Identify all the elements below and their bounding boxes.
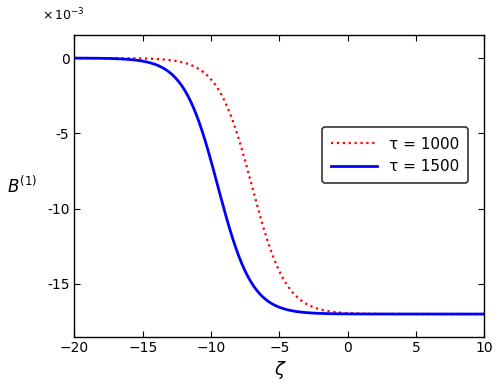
- τ = 1000: [481, 312, 487, 317]
- τ = 1000: [72, 56, 78, 60]
- τ = 1500: [394, 312, 400, 317]
- Text: $\times\,10^{-3}$: $\times\,10^{-3}$: [42, 7, 84, 24]
- τ = 1500: [92, 56, 98, 61]
- τ = 1500: [481, 312, 487, 317]
- τ = 1000: [470, 312, 476, 317]
- X-axis label: ζ: ζ: [274, 361, 284, 379]
- τ = 1000: [260, 223, 266, 228]
- τ = 1500: [469, 312, 475, 317]
- τ = 1500: [72, 56, 78, 60]
- τ = 1000: [469, 312, 475, 317]
- τ = 1000: [270, 256, 276, 260]
- Legend: τ = 1000, τ = 1500: τ = 1000, τ = 1500: [322, 127, 468, 183]
- Line: τ = 1000: τ = 1000: [74, 58, 484, 314]
- τ = 1500: [470, 312, 476, 317]
- τ = 1000: [92, 56, 98, 60]
- Line: τ = 1500: τ = 1500: [74, 58, 484, 314]
- τ = 1500: [270, 302, 276, 307]
- τ = 1500: [260, 295, 266, 299]
- Y-axis label: $B^{(1)}$: $B^{(1)}$: [7, 175, 37, 196]
- τ = 1000: [394, 312, 400, 316]
